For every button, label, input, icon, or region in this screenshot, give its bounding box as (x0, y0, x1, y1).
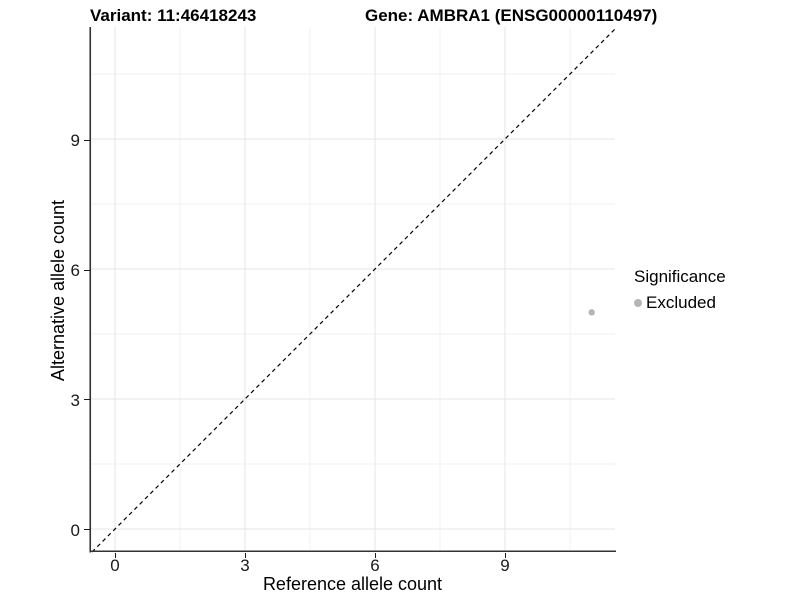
x-axis-title: Reference allele count (262, 574, 443, 594)
x-tick-mark (244, 553, 246, 558)
legend-title: Significance (634, 267, 726, 286)
legend: Significance Excluded (634, 267, 726, 313)
x-tick-mark (114, 553, 116, 558)
y-tick-mark (84, 399, 90, 401)
data-point (588, 309, 595, 316)
legend-marker-circle-icon (634, 299, 642, 307)
plot-panel-canvas (89, 27, 616, 553)
x-tick-mark (374, 553, 376, 558)
y-tick-label: 0 (70, 520, 80, 540)
x-tick-label: 6 (370, 556, 380, 575)
plot-title-gene: Gene: AMBRA1 (ENSG00000110497) (365, 6, 658, 25)
y-tick-mark (84, 269, 90, 271)
plot-title-variant: Variant: 11:46418243 (90, 6, 257, 25)
x-tick-label: 0 (110, 556, 120, 575)
x-tick-label: 9 (500, 556, 510, 575)
y-tick-label: 3 (70, 390, 80, 410)
x-tick-mark (504, 553, 506, 558)
identity-line (91, 28, 616, 553)
y-tick-label: 6 (70, 261, 80, 280)
y-tick-mark (84, 529, 90, 531)
y-tick-mark (84, 139, 90, 141)
x-tick-label: 3 (240, 556, 250, 575)
y-tick-label: 9 (70, 131, 80, 150)
legend-item-label: Excluded (646, 293, 716, 312)
y-axis-title: Alternative allele count (48, 199, 68, 382)
legend-item-excluded: Excluded (634, 293, 726, 313)
